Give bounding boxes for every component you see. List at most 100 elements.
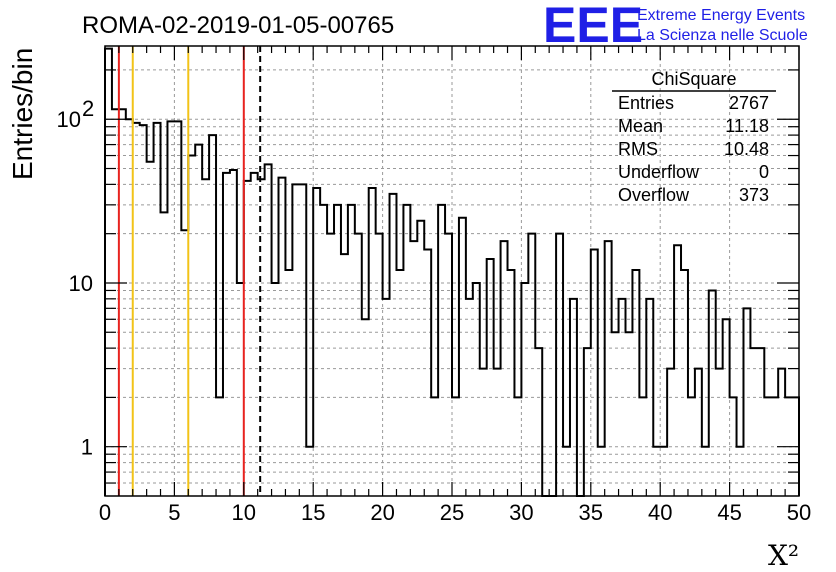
histogram-bin bbox=[695, 369, 702, 496]
histogram-bin bbox=[320, 205, 327, 496]
x-axis-label: X² bbox=[768, 539, 799, 572]
histogram-bin bbox=[514, 397, 521, 496]
histogram-bin bbox=[133, 123, 140, 496]
x-tick-label: 25 bbox=[440, 500, 464, 525]
x-tick-label: 20 bbox=[370, 500, 394, 525]
histogram-bin bbox=[195, 145, 202, 496]
histogram-bin bbox=[501, 241, 508, 496]
histogram-bin bbox=[535, 348, 542, 496]
histogram-bin bbox=[508, 270, 515, 496]
histogram-bin bbox=[251, 173, 258, 496]
chart-title: ROMA-02-2019-01-05-00765 bbox=[82, 12, 394, 39]
histogram-bin bbox=[327, 234, 334, 496]
y-axis-label: Entries/bin bbox=[7, 48, 38, 180]
x-tick-label: 0 bbox=[99, 500, 111, 525]
histogram-bin bbox=[438, 205, 445, 496]
histogram-bin bbox=[445, 234, 452, 496]
logo-line-2: La Scienza nelle Scuole bbox=[637, 27, 808, 44]
histogram-bin bbox=[292, 184, 299, 496]
histogram-bin bbox=[244, 181, 251, 496]
histogram-bin bbox=[174, 121, 181, 496]
histogram-bin bbox=[598, 447, 605, 496]
stats-value: 11.18 bbox=[725, 116, 769, 136]
histogram-bin bbox=[376, 234, 383, 496]
histogram-bin bbox=[299, 184, 306, 496]
x-tick-label: 40 bbox=[648, 500, 672, 525]
histogram-bin bbox=[417, 221, 424, 496]
x-tick-label: 35 bbox=[579, 500, 603, 525]
histogram-bin bbox=[605, 241, 612, 496]
histogram-bin bbox=[167, 121, 174, 496]
histogram-bin bbox=[764, 397, 771, 496]
x-tick-labels: 0 5 10 15 20 25 30 35 40 45 50 bbox=[99, 500, 811, 525]
histogram-bin bbox=[757, 348, 764, 496]
histogram-bin bbox=[272, 283, 279, 496]
histogram-bin bbox=[140, 125, 147, 496]
y-tick-label: 10 bbox=[57, 107, 81, 132]
marker-lines bbox=[117, 46, 262, 496]
histogram-bin bbox=[730, 397, 737, 496]
histogram-bin bbox=[285, 270, 292, 496]
histogram-bin bbox=[591, 250, 598, 496]
y-tick-exponent: 2 bbox=[82, 96, 94, 121]
histogram-bin bbox=[216, 397, 223, 496]
histogram-bin bbox=[466, 299, 473, 496]
histogram-bin bbox=[119, 109, 126, 496]
histogram-bin bbox=[619, 299, 626, 496]
stats-label: RMS bbox=[618, 139, 658, 159]
histogram-bin bbox=[126, 119, 133, 496]
stats-label: Underflow bbox=[618, 162, 700, 182]
histogram-bin bbox=[556, 234, 563, 496]
histogram-bin bbox=[424, 250, 431, 496]
histogram-bin bbox=[570, 299, 577, 496]
histogram-bin bbox=[431, 397, 438, 496]
histogram-bin bbox=[188, 156, 195, 496]
histogram-bin bbox=[709, 290, 716, 496]
x-tick-label: 45 bbox=[717, 500, 741, 525]
histogram-bin bbox=[202, 179, 209, 496]
histogram-bin bbox=[681, 270, 688, 496]
histogram-bin bbox=[112, 109, 119, 496]
stats-title: ChiSquare bbox=[651, 69, 736, 89]
plot-frame bbox=[104, 45, 800, 497]
histogram-bin bbox=[279, 178, 286, 496]
histogram-bin bbox=[473, 283, 480, 496]
histogram-bin bbox=[716, 369, 723, 496]
histogram-bin bbox=[154, 123, 161, 496]
histogram-bin bbox=[480, 369, 487, 496]
histogram-bin bbox=[355, 234, 362, 496]
histogram-bin bbox=[459, 218, 466, 496]
histogram-bin bbox=[341, 254, 348, 496]
logo-line-1: Extreme Energy Events bbox=[637, 7, 805, 24]
histogram-bin bbox=[362, 319, 369, 496]
histogram-bin bbox=[161, 212, 168, 496]
eee-logo: EEE Extreme Energy Events La Scienza nel… bbox=[543, 0, 808, 53]
histogram-bin bbox=[105, 49, 112, 496]
histogram-bin bbox=[688, 397, 695, 496]
stats-value: 2767 bbox=[729, 93, 769, 113]
histogram-bin bbox=[237, 283, 244, 496]
histogram-bin bbox=[521, 283, 528, 496]
histogram-bin bbox=[778, 369, 785, 496]
histogram-bin bbox=[653, 447, 660, 496]
histogram-bin bbox=[528, 234, 535, 496]
y-tick-label: 1 bbox=[81, 435, 93, 460]
stats-label: Entries bbox=[618, 93, 674, 113]
histogram-bin bbox=[674, 245, 681, 496]
x-tick-label: 30 bbox=[509, 500, 533, 525]
y-tick-label: 10 bbox=[69, 271, 93, 296]
histogram-bin bbox=[737, 447, 744, 496]
stats-value: 373 bbox=[739, 185, 769, 205]
histogram-bin bbox=[639, 397, 646, 496]
histogram-bin bbox=[223, 173, 230, 496]
histogram-bin bbox=[306, 447, 313, 496]
histogram-bin bbox=[181, 230, 188, 496]
histogram-bin bbox=[494, 369, 501, 496]
histogram-bin bbox=[487, 259, 494, 496]
histogram-bin bbox=[452, 397, 459, 496]
histogram-bin bbox=[750, 348, 757, 496]
stats-label: Overflow bbox=[618, 185, 690, 205]
histogram-bin bbox=[612, 332, 619, 496]
histogram-outline bbox=[104, 47, 800, 497]
